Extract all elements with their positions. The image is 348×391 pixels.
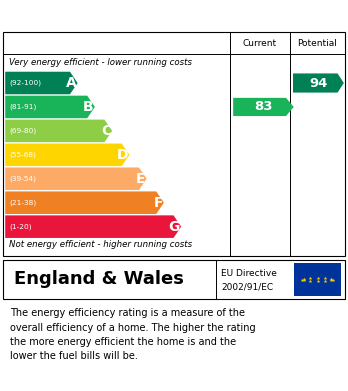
Text: 2002/91/EC: 2002/91/EC [221, 283, 273, 292]
Polygon shape [293, 74, 344, 93]
Polygon shape [5, 192, 164, 214]
Text: (55-68): (55-68) [9, 152, 37, 158]
Polygon shape [5, 96, 95, 118]
Text: Current: Current [243, 39, 277, 48]
Text: G: G [169, 220, 180, 234]
Text: The energy efficiency rating is a measure of the
overall efficiency of a home. T: The energy efficiency rating is a measur… [10, 308, 256, 361]
Polygon shape [233, 98, 294, 116]
Bar [294, 263, 341, 296]
Polygon shape [5, 120, 112, 142]
Text: 83: 83 [254, 100, 273, 113]
Text: (92-100): (92-100) [9, 80, 41, 86]
Text: D: D [117, 148, 128, 162]
Text: C: C [101, 124, 111, 138]
Text: England & Wales: England & Wales [14, 270, 184, 288]
Text: (81-91): (81-91) [9, 104, 37, 110]
Text: Potential: Potential [297, 39, 337, 48]
Text: A: A [66, 76, 77, 90]
Text: EU Directive: EU Directive [221, 269, 277, 278]
Text: Very energy efficient - lower running costs: Very energy efficient - lower running co… [9, 58, 192, 67]
Text: Energy Efficiency Rating: Energy Efficiency Rating [9, 7, 229, 23]
Polygon shape [5, 143, 129, 166]
Text: (69-80): (69-80) [9, 127, 37, 134]
Text: (1-20): (1-20) [9, 223, 32, 230]
Text: Not energy efficient - higher running costs: Not energy efficient - higher running co… [9, 240, 192, 249]
Polygon shape [5, 72, 78, 94]
Text: (39-54): (39-54) [9, 176, 37, 182]
Polygon shape [5, 167, 147, 190]
Polygon shape [5, 215, 181, 238]
Text: B: B [83, 100, 94, 114]
Text: 94: 94 [309, 77, 327, 90]
Text: F: F [153, 196, 163, 210]
Text: E: E [136, 172, 145, 186]
Text: (21-38): (21-38) [9, 199, 37, 206]
